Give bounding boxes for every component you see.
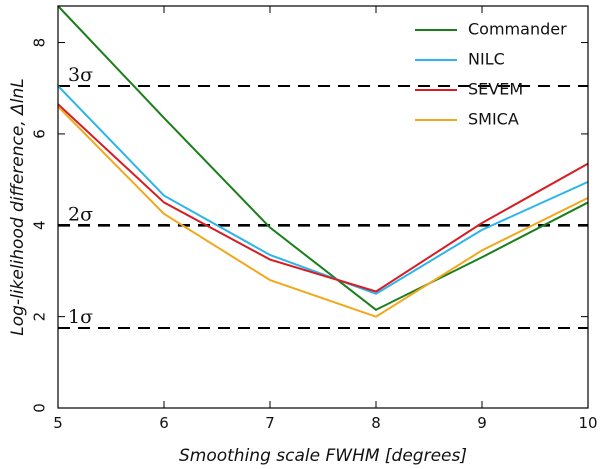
y-tick-label: 6 [31, 129, 49, 139]
y-tick-label: 8 [31, 38, 49, 48]
legend-label: Commander [468, 20, 567, 39]
series-lines [57, 5, 589, 318]
x-tick-label: 5 [53, 414, 63, 432]
x-tick-label: 6 [159, 414, 169, 432]
legend: Commander NILC SEVEM SMICA [415, 20, 567, 129]
series-line [57, 103, 589, 293]
y-axis-label: Log-likelihood difference, ΔlnL [8, 78, 28, 335]
y-tick-label: 4 [31, 220, 49, 230]
reference-line-label: 2σ [68, 203, 93, 225]
legend-label: SMICA [468, 110, 519, 129]
x-tick-label: 10 [578, 414, 597, 432]
reference-line-label: 1σ [68, 306, 93, 328]
series-line [57, 85, 589, 295]
reference-lines: 1σ 2σ 3σ [58, 64, 588, 330]
reference-line-label: 3σ [68, 64, 93, 86]
plot-frame [57, 5, 589, 409]
x-axis-label: Smoothing scale FWHM [degrees] [179, 446, 467, 466]
series-line [57, 5, 589, 311]
y-tick-label: 2 [31, 312, 49, 322]
axes [57, 5, 589, 409]
x-tick-label: 8 [371, 414, 381, 432]
x-tick-label: 9 [477, 414, 487, 432]
y-tick-label: 0 [31, 403, 49, 413]
legend-label: NILC [468, 50, 505, 69]
series-line [57, 105, 589, 318]
ticks: 5 6 7 8 9 10 0 2 4 6 8 [31, 6, 598, 432]
x-tick-label: 7 [265, 414, 275, 432]
legend-label: SEVEM [468, 80, 523, 99]
